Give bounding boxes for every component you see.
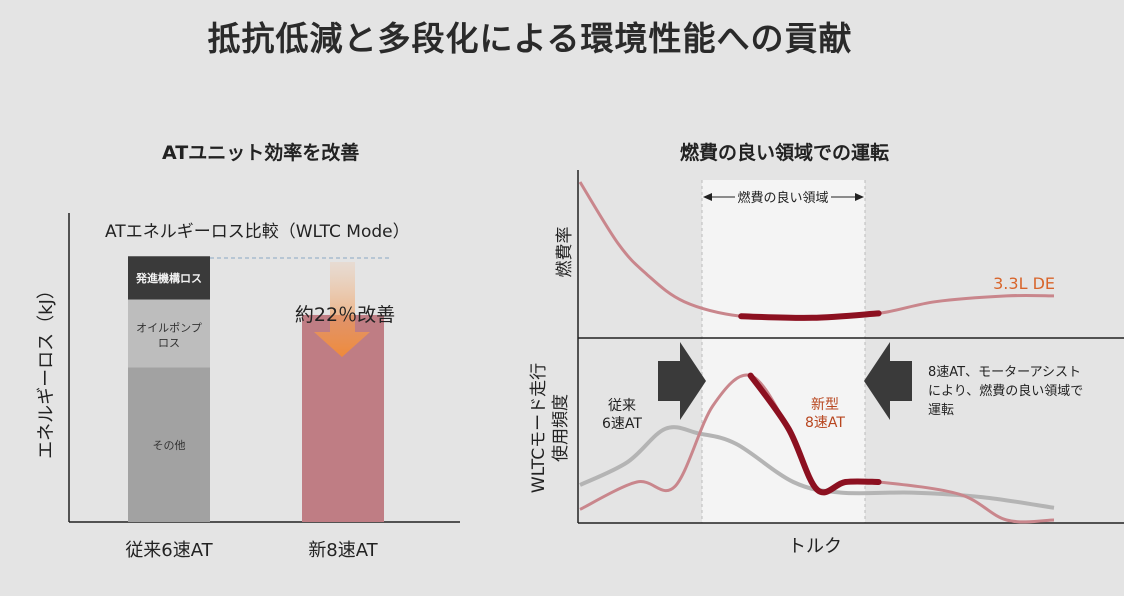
fuel-rate-axis-label: 燃費率 <box>555 227 575 278</box>
left-chart-title: ATユニット効率を改善 <box>162 142 360 164</box>
bar-chart-subtitle: ATエネルギーロス比較（WLTC Mode） <box>105 222 410 242</box>
region-arrow-left <box>703 193 712 201</box>
old-6at-curve <box>579 425 1055 510</box>
assist-annotation-line-1: 8速AT、モーターアシスト <box>928 365 1081 380</box>
improvement-arrow <box>314 262 370 357</box>
bar-chart: エネルギーロス（kJ） ATエネルギーロス比較（WLTC Mode） その他 オ… <box>36 213 460 561</box>
assist-annotation-line-3: 運転 <box>928 403 954 418</box>
push-arrow-left <box>658 342 706 420</box>
old-6at-label-1: 従来 <box>608 398 636 414</box>
engine-label-3-3l-de: 3.3L DE <box>993 274 1055 293</box>
page-title: 抵抗低減と多段化による環境性能への貢献 <box>207 19 853 58</box>
segment-label-launch: 発進機構ロス <box>135 271 202 285</box>
fuel-rate-curve-good-region <box>738 310 882 321</box>
bar-old-oil-pump <box>128 299 210 368</box>
bar-old-other <box>128 367 210 522</box>
segment-label-oil-pump-2: ロス <box>158 337 180 350</box>
region-label-bg <box>735 188 831 206</box>
assist-annotation-line-2: により、燃費の良い領域で <box>928 383 1083 399</box>
usage-axis-label-2: 使用頻度 <box>550 394 571 462</box>
new-8at-label-2: 8速AT <box>805 415 845 431</box>
push-arrow-right <box>864 342 912 420</box>
right-chart-title: 燃費の良い領域での運転 <box>680 142 890 164</box>
usage-axis-label-1: WLTCモード走行 <box>529 363 549 493</box>
line-chart: 燃費の良い領域 燃費率 WLTCモード走行 使用頻度 3.3L DE 従来 6速… <box>529 170 1124 557</box>
segment-label-other: その他 <box>153 439 186 452</box>
category-label-new: 新8速AT <box>308 540 378 561</box>
old-6at-label-2: 6速AT <box>602 416 642 432</box>
good-region-label: 燃費の良い領域 <box>737 190 828 206</box>
torque-axis-label: トルク <box>788 536 842 557</box>
segment-label-oil-pump: オイルポンプ <box>136 322 202 335</box>
new-8at-curve-good-region <box>747 372 882 496</box>
region-arrow-right <box>855 193 864 201</box>
bar-old-launch <box>128 256 210 300</box>
y-axis-label: エネルギーロス（kJ） <box>36 281 57 459</box>
new-8at-label-1: 新型 <box>811 397 839 413</box>
category-label-old: 従来6速AT <box>125 540 213 561</box>
good-region-band <box>702 180 865 523</box>
improvement-label: 約22％改善 <box>295 304 395 326</box>
